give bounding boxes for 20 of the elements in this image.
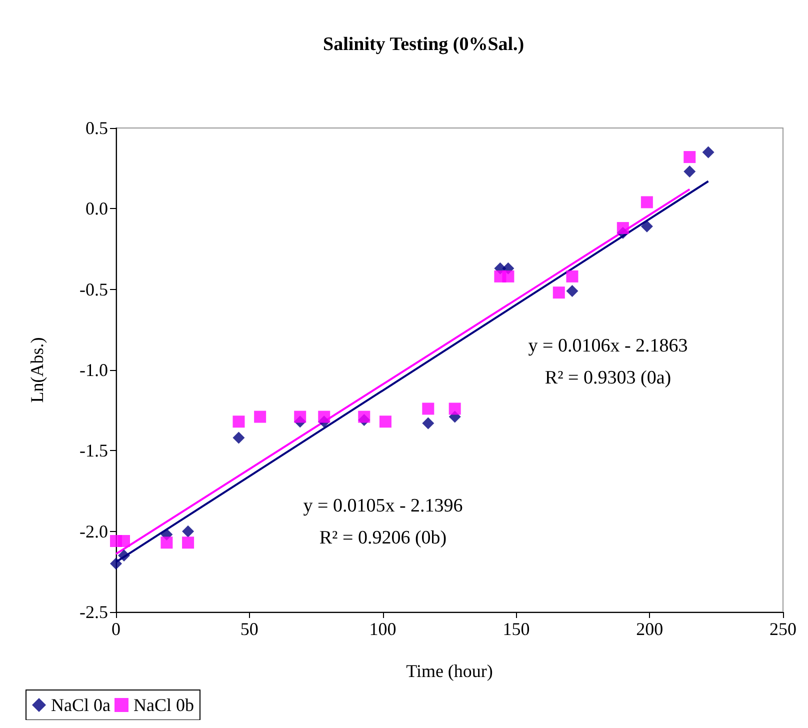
x-tick-label: 200 [636,619,664,639]
y-axis-title: Ln(Abs.) [27,337,47,403]
x-tick-label: 0 [112,619,120,639]
x-axis-title: Time (hour) [406,661,493,681]
annotation: y = 0.0106x - 2.1863 R² = 0.9303 (0a) [528,336,688,388]
y-tick-label: 0.5 [86,118,108,138]
x-tick-label: 150 [502,619,530,639]
y-tick-label: -1.5 [80,440,108,461]
legend-label: NaCl 0b [133,695,194,715]
y-tick-label: -1.0 [80,360,108,380]
annotation: y = 0.0105x - 2.1396 R² = 0.9206 (0b) [303,496,463,548]
y-tick-label: -0.5 [80,279,108,300]
x-tick-label: 50 [240,619,258,639]
x-tick-label: 100 [369,619,396,639]
y-tick-label: 0.0 [86,198,108,219]
legend-label: NaCl 0a [51,695,110,715]
x-tick-label: 250 [770,619,796,639]
y-tick-label: -2.0 [80,521,108,542]
y-tick-label: -2.5 [80,602,108,622]
chart-title: Salinity Testing (0%Sal.) [323,34,524,55]
